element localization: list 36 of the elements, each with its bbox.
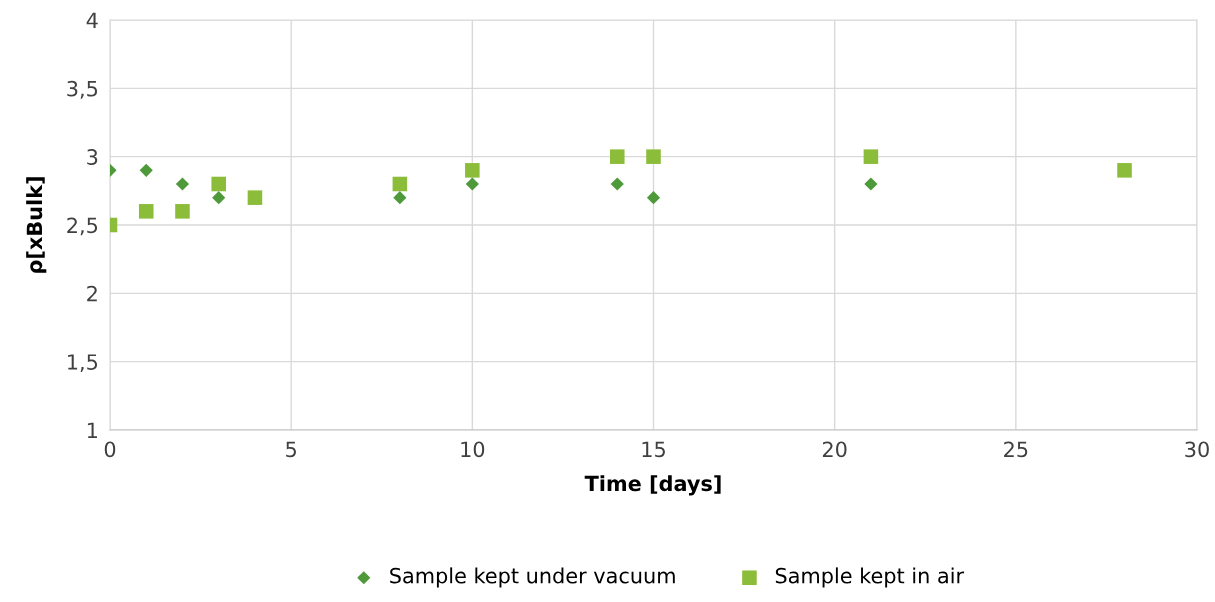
y-tick-label: 4	[86, 12, 98, 28]
y-tick-label: 2,5	[67, 217, 98, 236]
x-tick-label: 30	[1185, 441, 1209, 458]
y-tick-label: 2	[87, 285, 97, 302]
point	[175, 177, 190, 191]
y-tick-label: 3	[87, 149, 98, 165]
x-tick-label: 0	[104, 441, 116, 458]
point	[465, 163, 480, 178]
point	[610, 177, 624, 191]
y-tick-label: 3,5	[67, 80, 98, 99]
point	[175, 204, 190, 219]
legend-label: Sample kept under vacuum	[390, 567, 675, 588]
x-tick-label: 10	[461, 441, 485, 458]
point	[1117, 163, 1132, 178]
x-tick-label: 25	[1004, 441, 1028, 458]
point	[392, 176, 408, 192]
y-tick-label: 1	[87, 422, 97, 438]
point	[212, 191, 226, 205]
point	[247, 190, 263, 205]
x-tick-label: 15	[642, 441, 665, 458]
point	[609, 149, 625, 164]
x-tick-label: 5	[286, 441, 296, 458]
point	[393, 191, 407, 205]
point	[646, 191, 661, 205]
y-tick-label: 1,5	[68, 354, 98, 372]
point	[211, 176, 226, 192]
x-axis-title: Time [days]	[584, 475, 721, 496]
legend-label: Sample kept in air	[775, 567, 965, 588]
point	[139, 163, 153, 177]
point	[646, 149, 661, 164]
point	[864, 177, 878, 191]
x-tick-label: 20	[822, 441, 847, 458]
point	[863, 149, 879, 164]
point	[138, 204, 154, 219]
y-axis-title: ρ[xBulk]	[26, 177, 47, 273]
point	[465, 177, 479, 191]
